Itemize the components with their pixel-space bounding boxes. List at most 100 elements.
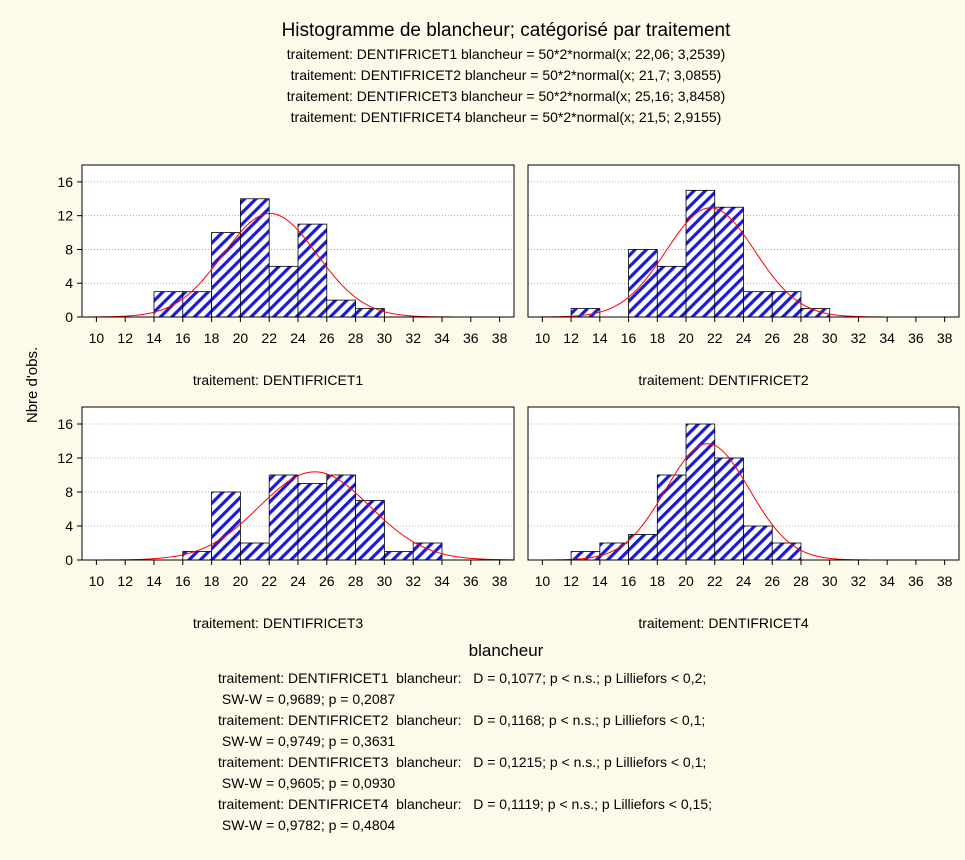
histogram-bar xyxy=(714,206,744,318)
x-tick-label: 32 xyxy=(851,330,867,346)
histogram-bar xyxy=(771,542,802,561)
y-tick-label: 16 xyxy=(57,416,73,432)
test-group-label: traitement: DENTIFRICET2 blancheur: xyxy=(218,712,462,728)
x-tick-label: 18 xyxy=(204,330,220,346)
y-tick-label: 0 xyxy=(65,309,73,325)
y-tick-label: 16 xyxy=(57,174,73,190)
x-tick-label: 28 xyxy=(348,573,364,589)
y-tick-label: 8 xyxy=(65,241,73,257)
histogram-bar xyxy=(268,474,299,561)
test-sw-row: SW-W = 0,9689; p = 0,2087 xyxy=(218,691,396,707)
x-tick-label: 10 xyxy=(89,330,105,346)
histogram-bar xyxy=(599,542,629,561)
test-sw-row: SW-W = 0,9782; p = 0,4804 xyxy=(218,817,396,833)
x-tick-label: 22 xyxy=(707,330,723,346)
panel-label: traitement: DENTIFRICET2 xyxy=(638,372,809,388)
x-tick-label: 22 xyxy=(261,573,277,589)
x-tick-label: 18 xyxy=(204,573,220,589)
x-tick-label: 38 xyxy=(937,573,953,589)
x-tick-label: 32 xyxy=(851,573,867,589)
x-tick-label: 28 xyxy=(793,573,809,589)
histogram-bar xyxy=(656,265,687,318)
x-tick-label: 14 xyxy=(592,573,608,589)
x-tick-label: 12 xyxy=(117,330,133,346)
histogram-bar xyxy=(297,223,328,318)
histogram-bar xyxy=(268,265,299,318)
x-tick-label: 24 xyxy=(736,330,752,346)
test-sw-row: SW-W = 0,9749; p = 0,3631 xyxy=(218,733,396,749)
x-tick-label: 38 xyxy=(937,330,953,346)
histogram-bar xyxy=(412,542,443,561)
panel-label: traitement: DENTIFRICET3 xyxy=(193,615,364,631)
histogram-bar xyxy=(239,198,270,318)
x-tick-label: 28 xyxy=(793,330,809,346)
x-tick-label: 34 xyxy=(879,330,895,346)
x-tick-label: 30 xyxy=(377,330,393,346)
test-ks-stat: D = 0,1215; p < n.s.; p Lilliefors < 0,1… xyxy=(473,754,707,770)
x-tick-label: 12 xyxy=(117,573,133,589)
x-tick-label: 12 xyxy=(563,330,579,346)
x-tick-label: 16 xyxy=(621,573,637,589)
x-tick-label: 38 xyxy=(492,330,508,346)
histogram-bar xyxy=(326,474,356,561)
x-tick-label: 24 xyxy=(290,573,306,589)
histogram-bar xyxy=(297,483,328,561)
x-tick-label: 28 xyxy=(348,330,364,346)
x-tick-label: 14 xyxy=(146,573,162,589)
x-axis-label: blancheur xyxy=(469,641,544,660)
histogram-bar xyxy=(211,491,241,561)
test-row: traitement: DENTIFRICET3 blancheur: D = … xyxy=(218,752,712,773)
x-tick-label: 26 xyxy=(319,573,335,589)
histogram-bar xyxy=(355,308,385,318)
panel-label: traitement: DENTIFRICET1 xyxy=(193,372,364,388)
histogram-bar xyxy=(383,551,414,561)
x-tick-label: 36 xyxy=(463,573,479,589)
chart-header: Histogramme de blancheur; catégorisé par… xyxy=(0,18,965,128)
x-tick-label: 20 xyxy=(233,330,249,346)
y-tick-label: 0 xyxy=(65,552,73,568)
histogram-bar xyxy=(211,232,241,318)
histogram-bar xyxy=(628,534,658,561)
x-tick-label: 26 xyxy=(764,573,780,589)
test-sw-row: SW-W = 0,9605; p = 0,0930 xyxy=(218,775,396,791)
test-ks-stat: D = 0,1168; p < n.s.; p Lilliefors < 0,1… xyxy=(473,712,706,728)
test-row: traitement: DENTIFRICET2 blancheur: D = … xyxy=(218,710,712,731)
x-tick-label: 22 xyxy=(261,330,277,346)
x-tick-label: 38 xyxy=(492,573,508,589)
histogram-bar xyxy=(656,474,687,561)
x-tick-label: 26 xyxy=(319,330,335,346)
x-tick-label: 10 xyxy=(535,330,551,346)
test-row: traitement: DENTIFRICET1 blancheur: D = … xyxy=(218,668,712,689)
x-tick-label: 32 xyxy=(405,573,421,589)
x-tick-label: 18 xyxy=(650,573,666,589)
x-tick-label: 16 xyxy=(175,573,191,589)
histogram-panel: 0 4 8 12 16 10 12 14 16 18 20 22 24 26 28 30 32 34 36 38 tra… xyxy=(57,164,515,388)
x-tick-label: 36 xyxy=(463,330,479,346)
normality-tests: traitement: DENTIFRICET1 blancheur: D = … xyxy=(218,668,712,836)
histogram-bar xyxy=(743,291,773,318)
x-tick-label: 34 xyxy=(434,573,450,589)
x-tick-label: 24 xyxy=(290,330,306,346)
histogram-bar xyxy=(714,457,744,561)
x-tick-label: 34 xyxy=(434,330,450,346)
test-group-label: traitement: DENTIFRICET1 blancheur: xyxy=(218,670,462,686)
x-tick-label: 30 xyxy=(377,573,393,589)
x-tick-label: 12 xyxy=(563,573,579,589)
y-tick-label: 8 xyxy=(65,484,73,500)
x-tick-label: 32 xyxy=(405,330,421,346)
histogram-bar xyxy=(743,525,773,561)
chart-subtitle: traitement: DENTIFRICET4 blancheur = 50*… xyxy=(290,109,722,125)
histogram-bar xyxy=(239,542,270,561)
histogram-panel: 0 4 8 12 16 10 12 14 16 18 20 22 24 26 28 30 32 34 36 38 tra… xyxy=(57,406,515,631)
y-tick-label: 4 xyxy=(65,518,73,534)
x-tick-label: 14 xyxy=(592,330,608,346)
test-group-label: traitement: DENTIFRICET3 blancheur: xyxy=(218,754,462,770)
y-tick-label: 12 xyxy=(57,450,73,466)
chart-title: Histogramme de blancheur; catégorisé par… xyxy=(281,20,731,41)
normal-fit-curve xyxy=(81,471,515,561)
chart-subtitle: traitement: DENTIFRICET3 blancheur = 50*… xyxy=(286,88,726,104)
x-tick-label: 22 xyxy=(707,573,723,589)
histogram-panel: 10 12 14 16 18 20 22 24 26 28 30 32 34 36 38 traitement… xyxy=(527,164,960,388)
y-axis-label: Nbre d'obs. xyxy=(24,347,41,423)
x-tick-label: 18 xyxy=(650,330,666,346)
